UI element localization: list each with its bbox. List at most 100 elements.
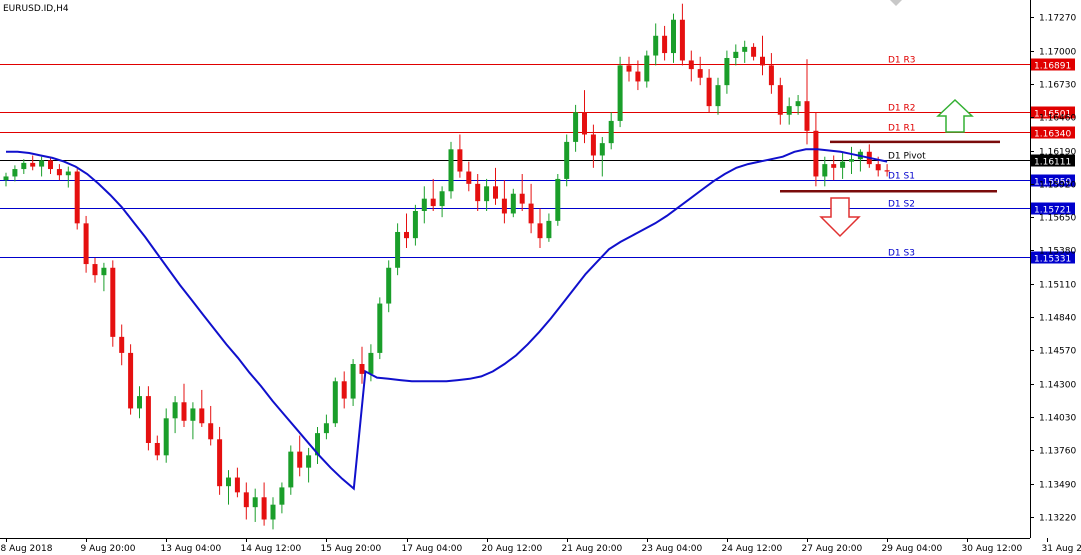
x-tick-label: 20 Aug 12:00 — [482, 544, 543, 554]
x-tick-label: 29 Aug 04:00 — [882, 544, 943, 554]
candle-body — [599, 143, 605, 156]
level-label: D1 S1 — [888, 172, 915, 182]
candle-body — [172, 402, 178, 419]
signal-arrows — [819, 98, 974, 238]
candles — [3, 3, 890, 530]
candle-body — [137, 396, 142, 409]
candle-body — [368, 352, 374, 374]
candle-body — [519, 193, 525, 204]
x-tick-label: 21 Aug 20:00 — [562, 544, 623, 554]
candle-body — [653, 35, 659, 56]
x-tick-label: 15 Aug 20:00 — [321, 544, 382, 554]
candle-body — [573, 112, 579, 142]
x-tick-label: 31 Aug 20:00 — [1042, 544, 1081, 554]
candle-body — [795, 101, 801, 107]
down-arrow-icon — [819, 197, 861, 238]
level-price-box — [1031, 126, 1075, 139]
candle-body — [279, 487, 285, 505]
candle-body — [644, 55, 650, 82]
candle-body — [439, 191, 445, 207]
x-tick-label: 17 Aug 04:00 — [402, 544, 463, 554]
candle-body — [288, 451, 294, 488]
y-tick-label: 1.15920 — [1039, 181, 1076, 191]
level-label: D1 R1 — [888, 124, 916, 134]
candle-body — [662, 35, 668, 54]
candle-body — [359, 364, 365, 374]
candle-body — [715, 85, 721, 107]
y-tick-label: 1.16460 — [1039, 114, 1076, 124]
candle-body — [3, 176, 9, 181]
candle-body — [608, 120, 614, 144]
level-price-label: 1.16340 — [1034, 130, 1071, 140]
level-price-box — [1031, 58, 1075, 71]
y-tick-label: 1.15110 — [1039, 281, 1076, 291]
support-resistance-lines — [780, 140, 1000, 193]
candle-body — [724, 57, 730, 86]
candle-body — [884, 170, 890, 172]
candle-body — [493, 186, 498, 199]
candle-body — [448, 149, 454, 192]
candle-body — [154, 442, 160, 456]
candle-body — [163, 418, 169, 456]
candle-body — [555, 178, 561, 221]
level-label: D1 S3 — [888, 249, 915, 259]
candle-body — [501, 198, 507, 214]
candle-body — [386, 267, 392, 304]
candle-body — [457, 149, 463, 172]
candle-body — [590, 134, 596, 156]
x-tick-label: 30 Aug 12:00 — [962, 544, 1023, 554]
candle-body — [119, 336, 125, 353]
candle-body — [395, 231, 401, 268]
candle-body — [332, 381, 338, 424]
pivot-level-lines: D1 R3 1.16891 D1 R2 1.16501 D1 R1 1.16340 D1 P… — [0, 56, 1075, 265]
candle-body — [617, 65, 623, 121]
level-price-label: 1.15721 — [1034, 206, 1071, 216]
candle-body — [297, 451, 303, 468]
level-price-box — [1031, 106, 1075, 119]
level-price-label: 1.15331 — [1034, 255, 1071, 265]
candle-body — [813, 130, 819, 177]
x-tick-label: 24 Aug 12:00 — [722, 544, 783, 554]
level-price-label: 1.16111 — [1034, 158, 1071, 168]
candle-body — [582, 112, 587, 135]
candle-body — [546, 220, 552, 239]
level-price-label: 1.16891 — [1034, 62, 1071, 72]
candle-body — [635, 71, 641, 82]
x-tick-label: 14 Aug 12:00 — [241, 544, 302, 554]
level-price-box — [1031, 251, 1075, 264]
candle-body — [706, 77, 712, 107]
x-tick-label: 23 Aug 04:00 — [642, 544, 703, 554]
candle-body — [315, 433, 320, 456]
candle-body — [226, 477, 231, 487]
candle-body — [145, 396, 151, 443]
x-tick-label: 8 Aug 2018 — [1, 544, 53, 554]
candle-body — [128, 352, 134, 409]
y-tick-label: 1.13760 — [1039, 447, 1076, 457]
y-tick-label: 1.15650 — [1039, 214, 1076, 224]
candle-body — [626, 65, 632, 72]
candle-body — [679, 19, 685, 61]
level-price-box — [1031, 154, 1075, 167]
candle-body — [466, 171, 472, 184]
candle-body — [350, 364, 356, 399]
candle-body — [475, 183, 481, 202]
candle-body — [751, 46, 757, 57]
candle-body — [217, 439, 223, 487]
candle-body — [12, 169, 18, 177]
candle-body — [777, 85, 783, 115]
candle-body — [74, 171, 80, 224]
candle-body — [261, 497, 267, 520]
candle-body — [528, 203, 534, 224]
candle-body — [181, 402, 187, 421]
candle-body — [671, 19, 676, 54]
time-axis: 8 Aug 2018 9 Aug 20:00 13 Aug 04:00 14 Aug … — [1, 538, 1081, 554]
y-tick-label: 1.14300 — [1039, 381, 1076, 391]
level-price-label: 1.16501 — [1034, 110, 1071, 120]
candle-body — [306, 455, 312, 468]
x-tick-label: 27 Aug 20:00 — [802, 544, 863, 554]
candle-body — [760, 56, 765, 66]
candle-body — [804, 101, 810, 131]
candle-body — [786, 106, 792, 115]
symbol-label: EURUSD.ID,H4 — [3, 4, 69, 14]
